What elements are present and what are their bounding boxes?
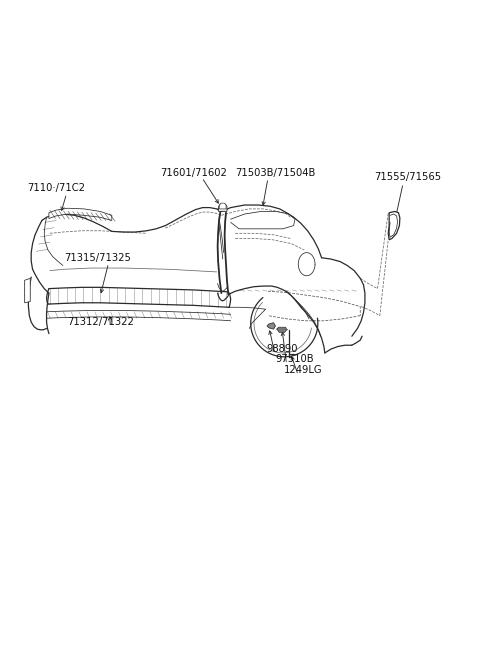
Text: 71315/71325: 71315/71325 (64, 253, 131, 263)
Polygon shape (218, 204, 227, 212)
Text: 98890: 98890 (266, 344, 298, 354)
Text: 97510B: 97510B (276, 354, 314, 365)
Polygon shape (219, 203, 226, 209)
Polygon shape (388, 212, 400, 240)
Polygon shape (24, 279, 30, 303)
Text: 71503B/71504B: 71503B/71504B (235, 168, 315, 178)
Text: 7110·/71C2: 7110·/71C2 (27, 183, 85, 193)
Polygon shape (49, 208, 112, 221)
Text: 71601/71602: 71601/71602 (160, 168, 227, 178)
Text: 1249LG: 1249LG (284, 365, 323, 375)
Polygon shape (267, 323, 276, 329)
Text: 71555/71565: 71555/71565 (374, 172, 442, 183)
Polygon shape (277, 327, 287, 332)
Text: 71312/71322: 71312/71322 (67, 317, 133, 327)
